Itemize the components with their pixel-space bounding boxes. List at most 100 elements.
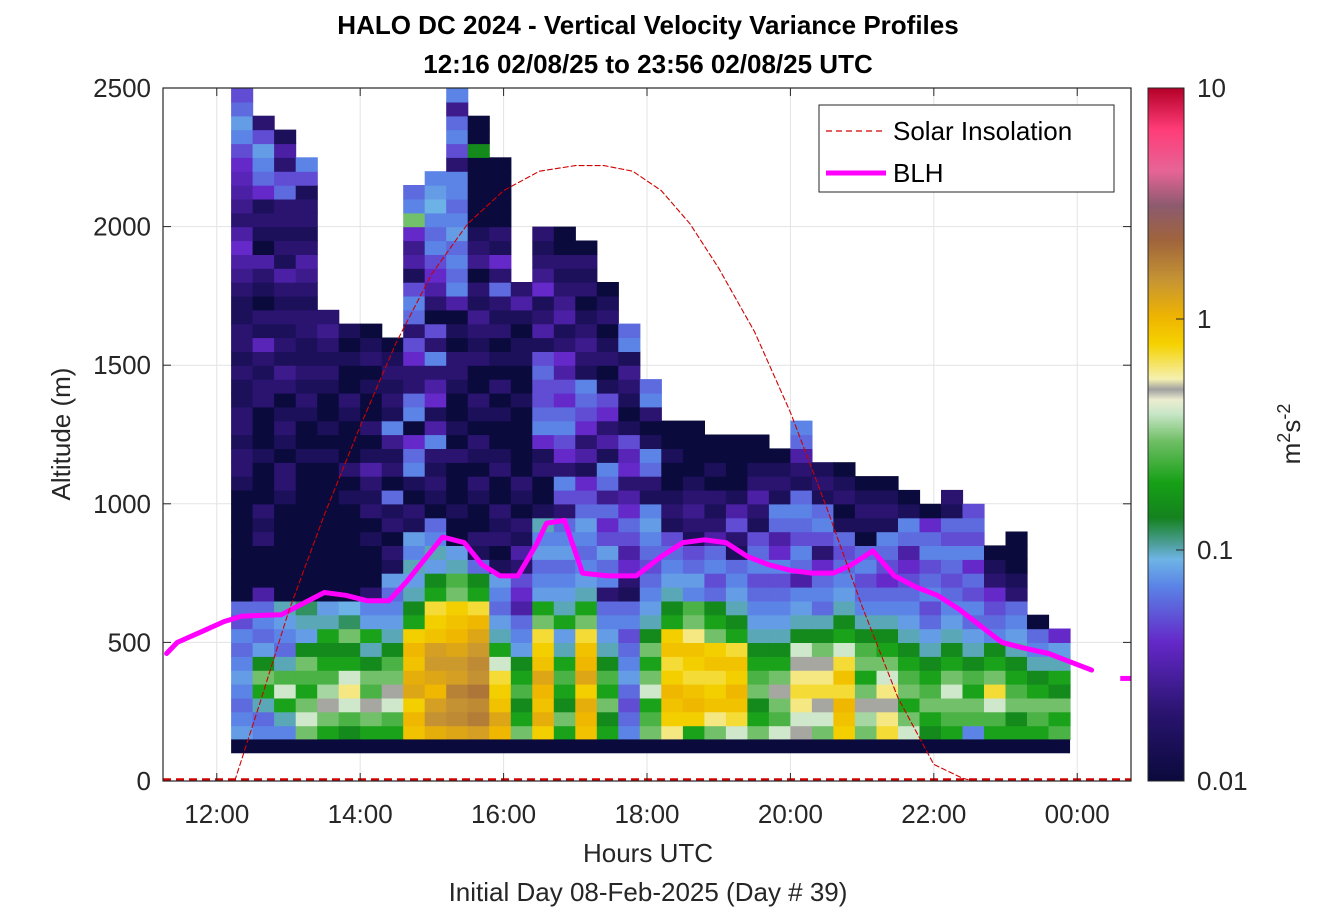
heatmap-cell xyxy=(639,489,662,505)
heatmap-cell xyxy=(274,295,297,311)
heatmap-cell xyxy=(661,531,684,546)
heatmap-cell xyxy=(381,711,404,727)
heatmap-cell xyxy=(790,614,813,630)
heatmap-cell xyxy=(510,351,533,366)
heatmap-cell xyxy=(898,670,921,685)
heatmap-cell xyxy=(661,489,684,505)
solar-insolation-line xyxy=(163,165,1131,781)
heatmap-cell xyxy=(962,587,985,602)
heatmap-cell xyxy=(252,171,275,186)
heatmap-cell xyxy=(553,226,576,242)
heatmap-cell xyxy=(919,711,942,727)
heatmap-cell xyxy=(725,476,748,491)
heatmap-cell xyxy=(532,600,555,616)
heatmap-cell xyxy=(682,725,705,741)
heatmap-cell xyxy=(403,531,426,546)
heatmap-cell xyxy=(768,725,791,741)
heatmap-cell xyxy=(510,642,533,657)
heatmap-cell xyxy=(446,503,469,519)
heatmap-cell xyxy=(252,434,275,449)
heatmap-cell xyxy=(317,697,340,713)
heatmap-cell xyxy=(768,628,791,643)
heatmap-cell xyxy=(467,198,490,214)
heatmap-cell xyxy=(403,684,426,699)
heatmap-cell xyxy=(618,462,641,477)
heatmap-cell xyxy=(618,711,641,727)
heatmap-cell xyxy=(962,725,985,741)
heatmap-cell xyxy=(381,559,404,574)
heatmap-cell xyxy=(231,517,254,533)
heatmap-cell xyxy=(403,503,426,519)
heatmap-cell xyxy=(252,656,275,671)
heatmap-cell xyxy=(1027,670,1050,685)
heatmap-cell xyxy=(467,628,490,643)
heatmap-cell xyxy=(231,573,254,588)
heatmap-cell xyxy=(338,545,361,560)
heatmap-cell xyxy=(360,420,383,436)
heatmap-cell xyxy=(252,323,275,339)
heatmap-cell xyxy=(317,642,340,657)
heatmap-cell xyxy=(338,573,361,588)
heatmap-cell xyxy=(596,670,619,685)
heatmap-cell xyxy=(489,503,512,519)
heatmap-cell xyxy=(446,434,469,449)
heatmap-cell xyxy=(252,157,275,172)
heatmap-cell xyxy=(446,711,469,727)
heatmap-cell xyxy=(510,614,533,630)
heatmap-cell xyxy=(489,684,512,699)
heatmap-cell xyxy=(596,434,619,449)
heatmap-cell xyxy=(532,268,555,283)
heatmap-cell xyxy=(854,697,877,713)
heatmap-cell xyxy=(618,642,641,657)
heatmap-cell xyxy=(618,684,641,699)
heatmap-cell xyxy=(833,600,856,616)
heatmap-cell xyxy=(682,670,705,685)
heatmap-cell xyxy=(360,684,383,699)
heatmap-cell xyxy=(532,503,555,519)
heatmap-cell xyxy=(317,392,340,408)
heatmap-cell xyxy=(424,226,447,242)
heatmap-cell xyxy=(811,573,834,588)
y-tick-label: 1000 xyxy=(93,489,151,519)
heatmap-cell xyxy=(553,476,576,491)
heatmap-cell xyxy=(231,670,254,685)
heatmap-cell xyxy=(596,295,619,311)
heatmap-cell xyxy=(833,670,856,685)
heatmap-cell xyxy=(596,517,619,533)
heatmap-cell xyxy=(790,489,813,505)
heatmap-cell xyxy=(338,434,361,449)
heatmap-cell xyxy=(446,295,469,311)
heatmap-cell xyxy=(682,656,705,671)
heatmap-cell xyxy=(596,642,619,657)
heatmap-cell xyxy=(532,434,555,449)
heatmap-cell xyxy=(984,559,1007,574)
heatmap-cell xyxy=(467,268,490,283)
heatmap-cell xyxy=(661,587,684,602)
heatmap-cell xyxy=(274,323,297,339)
heatmap-cell xyxy=(489,448,512,463)
heatmap-cell xyxy=(274,434,297,449)
heatmap-cell xyxy=(790,448,813,463)
heatmap-cell xyxy=(532,337,555,352)
heatmap-cell xyxy=(467,365,490,380)
heatmap-cell xyxy=(231,282,254,297)
heatmap-cell xyxy=(467,212,490,228)
heatmap-cell xyxy=(575,600,598,616)
y-tick-label: 500 xyxy=(108,627,151,657)
heatmap-cell xyxy=(467,226,490,242)
heatmap-cell xyxy=(424,379,447,394)
heatmap-cell xyxy=(446,697,469,713)
heatmap-cell xyxy=(317,434,340,449)
heatmap-cell xyxy=(704,600,727,616)
heatmap-cell xyxy=(876,600,899,616)
heatmap-cell xyxy=(424,337,447,352)
heatmap-cell xyxy=(962,670,985,685)
chart-title: HALO DC 2024 - Vertical Velocity Varianc… xyxy=(337,10,958,40)
heatmap-cell xyxy=(639,379,662,394)
heatmap-cell xyxy=(790,420,813,436)
heatmap-cell xyxy=(682,642,705,657)
heatmap-cell xyxy=(403,392,426,408)
heatmap-cell xyxy=(575,684,598,699)
heatmap-cell xyxy=(618,420,641,436)
heatmap-cell xyxy=(898,614,921,630)
